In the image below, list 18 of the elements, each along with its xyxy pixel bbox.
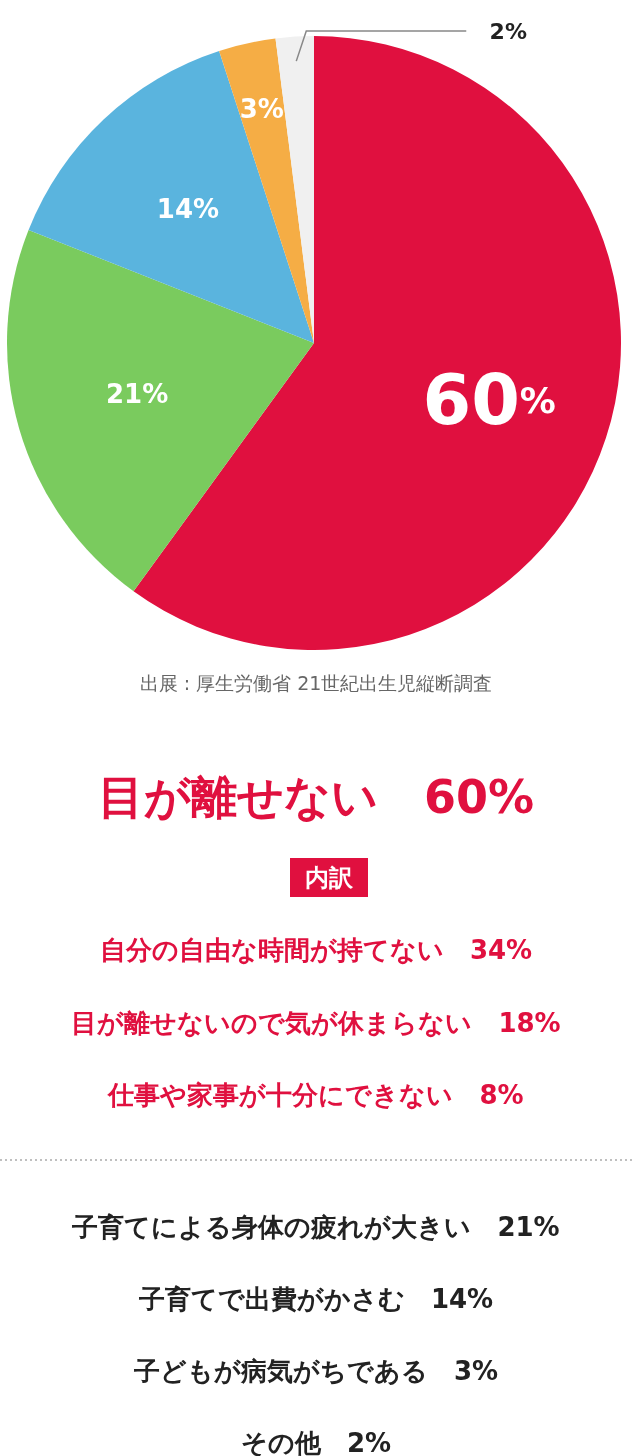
text: その他 2%: [240, 1428, 392, 1456]
pie-slice: [7, 229, 314, 592]
pie-slice: [28, 51, 314, 343]
text: 内訳: [305, 864, 354, 892]
data-label: 21%: [105, 379, 169, 410]
text: 目が離せないので気が休まらない 18%: [71, 1007, 561, 1038]
text: 出展 : 厚生労働省 21世紀出生児縦断調査: [139, 672, 493, 694]
text: 子育てで出費がかさむ 14%: [137, 1284, 494, 1314]
data-label: 14%: [156, 193, 220, 224]
text: 仕事や家事が十分にできない 8%: [107, 1080, 524, 1110]
text: 自分の自由な時間が持てない 34%: [99, 935, 533, 965]
text: 子どもが病気がちである 3%: [132, 1356, 499, 1386]
data-label: 3%: [239, 94, 284, 125]
data-label: 60%: [422, 358, 556, 441]
text: 目が離せない 60%: [97, 770, 535, 824]
pie-slice: [219, 38, 314, 343]
data-label: 2%: [489, 18, 527, 44]
text: 子育てによる身体の疲れが大きい 21%: [71, 1212, 560, 1242]
